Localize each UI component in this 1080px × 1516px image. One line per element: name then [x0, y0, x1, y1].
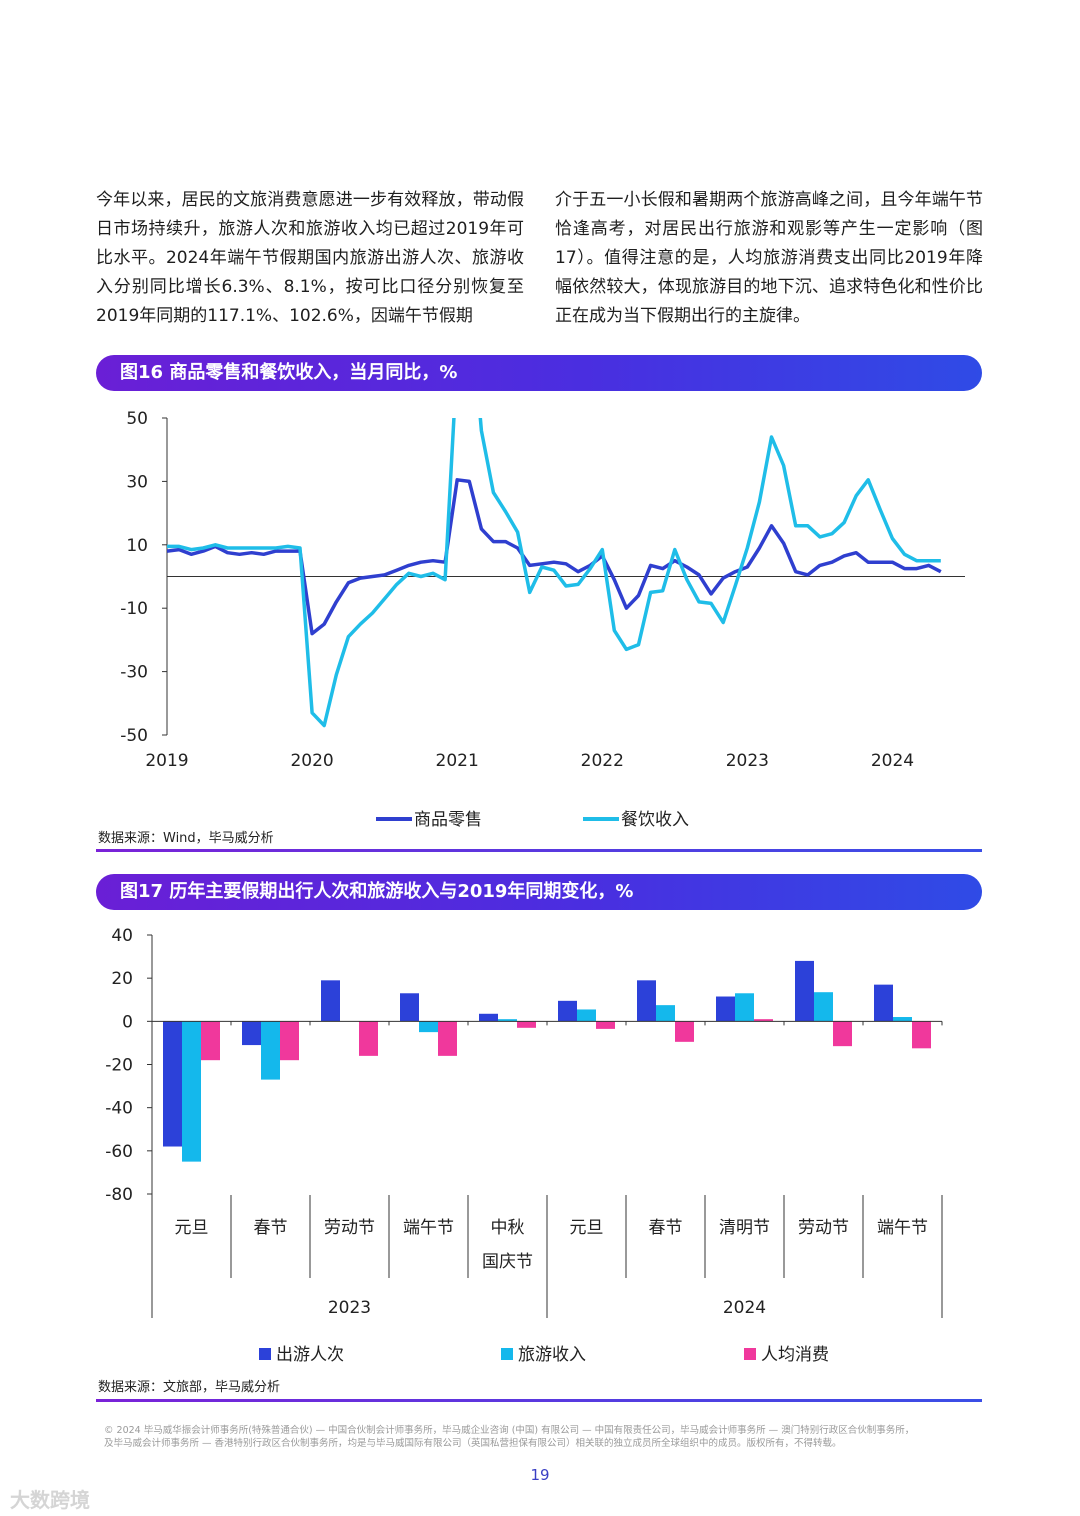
- bar-旅游收入: [735, 993, 754, 1022]
- x-tick-label: 2024: [871, 751, 914, 771]
- bar-出游人次: [637, 980, 656, 1022]
- figure17-source: 数据来源：文旅部，毕马威分析: [98, 1380, 281, 1395]
- y-tick-label: 50: [126, 409, 148, 429]
- x-tick-label: 2023: [726, 751, 769, 771]
- category-label-line: 春节: [254, 1218, 288, 1238]
- bar-chart: 40 20 0 -20 -40 -60 -80 元旦 春节 劳动节 端午节 中秋国庆节 元旦 春节 清明节 劳…: [105, 926, 943, 1365]
- bar-旅游收入: [814, 992, 833, 1022]
- category-label: 清明节: [719, 1218, 770, 1238]
- copyright-footer: © 2024 毕马威华振会计师事务所(特殊普通合伙) — 中国合伙制会计师事务所…: [104, 1424, 984, 1450]
- bar-出游人次: [163, 1021, 182, 1147]
- x-tick-label: 2021: [436, 751, 479, 771]
- intro-left-paragraph: 今年以来，居民的文旅消费意愿进一步有效释放，带动假日市场持续升，旅游人次和旅游收…: [96, 190, 524, 326]
- x-tick-label: 2020: [290, 751, 333, 771]
- bar-人均消费: [359, 1021, 378, 1056]
- bar-人均消费: [754, 1019, 773, 1022]
- legend-label: 旅游收入: [518, 1345, 586, 1365]
- intro-right-paragraph: 介于五一小长假和暑期两个旅游高峰之间，且今年端午节恰逢高考，对居民出行旅游和观影…: [555, 190, 983, 326]
- y-tick-label: -10: [120, 599, 148, 619]
- y-tick-label: -50: [120, 726, 148, 746]
- category-label-line: 端午节: [877, 1218, 928, 1238]
- category-label: 劳动节: [324, 1218, 375, 1238]
- y-tick-label: 20: [111, 969, 133, 989]
- figure16-source: 数据来源：Wind，毕马威分析: [98, 831, 274, 846]
- bar-人均消费: [201, 1021, 220, 1061]
- bar-人均消费: [596, 1021, 615, 1029]
- category-label: 中秋国庆节: [482, 1218, 533, 1272]
- y-tick-label: 0: [122, 1012, 133, 1032]
- bar-出游人次: [321, 980, 340, 1022]
- category-label-line: 中秋: [491, 1218, 525, 1238]
- figure17-rule: [96, 1399, 982, 1402]
- bar-旅游收入: [182, 1021, 201, 1162]
- category-label: 春节: [254, 1218, 288, 1238]
- bar-人均消费: [280, 1021, 299, 1061]
- category-label-line: 国庆节: [482, 1252, 533, 1272]
- series-line-商品零售: [167, 478, 942, 636]
- category-label-line: 元旦: [175, 1218, 209, 1238]
- y-tick-label: 10: [126, 536, 148, 556]
- bar-人均消费: [833, 1021, 852, 1047]
- figure17-title: 图17 历年主要假期出行人次和旅游收入与2019年同期变化，%: [96, 874, 982, 910]
- y-tick-label: -30: [120, 663, 148, 683]
- bar-人均消费: [438, 1021, 457, 1056]
- y-tick-label: -60: [105, 1142, 133, 1162]
- bar-旅游收入: [261, 1021, 280, 1080]
- bar-出游人次: [400, 993, 419, 1022]
- legend-label: 商品零售: [414, 810, 482, 830]
- footer-line-2: 及毕马威会计师事务所 — 香港特别行政区合伙制事务所，均是与毕马威国际有限公司（…: [104, 1438, 842, 1449]
- bar-人均消费: [675, 1021, 694, 1042]
- bar-旅游收入: [893, 1017, 912, 1022]
- figure16-title: 图16 商品零售和餐饮收入，当月同比，%: [96, 355, 982, 391]
- footer-line-1: © 2024 毕马威华振会计师事务所(特殊普通合伙) — 中国合伙制会计师事务所…: [104, 1425, 915, 1436]
- category-label: 端午节: [403, 1218, 454, 1238]
- category-label: 元旦: [570, 1218, 604, 1238]
- line-chart: 50 30 10 -10 -30 -50 2019 2020 2021 2022 2023 2024 商…: [120, 409, 965, 830]
- category-label: 劳动节: [798, 1218, 849, 1238]
- y-tick-label: -40: [105, 1099, 133, 1119]
- bar-旅游收入: [656, 1005, 675, 1022]
- watermark-logo: 大数跨境: [10, 1488, 90, 1512]
- category-label: 端午节: [877, 1218, 928, 1238]
- page-number: 19: [530, 1466, 550, 1484]
- bar-出游人次: [558, 1000, 577, 1022]
- figure16-rule: [96, 849, 982, 852]
- category-label: 元旦: [175, 1218, 209, 1238]
- bar-人均消费: [517, 1021, 536, 1028]
- y-tick-label: 30: [126, 472, 148, 492]
- x-tick-label: 2022: [581, 751, 624, 771]
- y-tick-label: -20: [105, 1056, 133, 1076]
- y-tick-label: -80: [105, 1185, 133, 1205]
- group-label: 2024: [723, 1298, 766, 1318]
- bar-出游人次: [874, 984, 893, 1022]
- y-tick-label: 40: [111, 926, 133, 946]
- category-label-line: 劳动节: [324, 1218, 375, 1238]
- legend-label: 出游人次: [276, 1345, 344, 1365]
- category-label-line: 劳动节: [798, 1218, 849, 1238]
- legend-swatch: [501, 1348, 513, 1360]
- bar-旅游收入: [498, 1019, 517, 1022]
- legend-label: 人均消费: [761, 1345, 829, 1365]
- group-label: 2023: [328, 1298, 371, 1318]
- series-line-餐饮收入: [167, 418, 941, 728]
- category-label-line: 元旦: [570, 1218, 604, 1238]
- legend-swatch: [744, 1348, 756, 1360]
- category-label-line: 清明节: [719, 1218, 770, 1238]
- legend-swatch: [259, 1348, 271, 1360]
- legend-label: 餐饮收入: [621, 810, 689, 830]
- category-label-line: 端午节: [403, 1218, 454, 1238]
- bar-出游人次: [716, 996, 735, 1022]
- category-label: 春节: [649, 1218, 683, 1238]
- bar-出游人次: [479, 1013, 498, 1022]
- bar-出游人次: [795, 960, 814, 1022]
- x-tick-label: 2019: [145, 751, 188, 771]
- bar-旅游收入: [577, 1009, 596, 1022]
- category-label-line: 春节: [649, 1218, 683, 1238]
- bar-出游人次: [242, 1021, 261, 1046]
- bar-人均消费: [912, 1021, 931, 1049]
- bar-旅游收入: [419, 1021, 438, 1033]
